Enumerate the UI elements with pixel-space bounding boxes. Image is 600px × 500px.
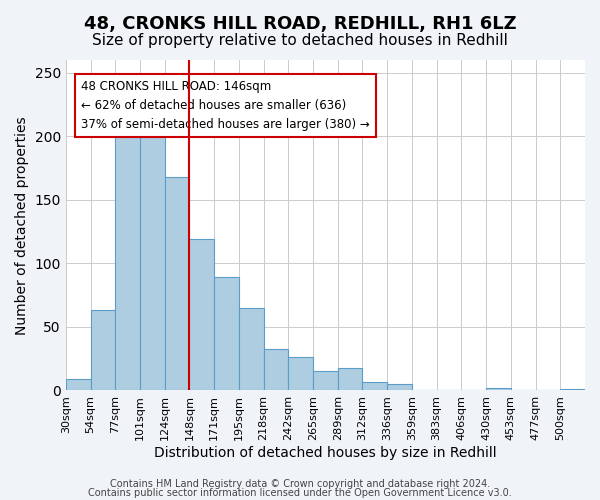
- Bar: [263, 348, 289, 391]
- X-axis label: Distribution of detached houses by size in Redhill: Distribution of detached houses by size …: [154, 446, 497, 460]
- Bar: [362, 382, 387, 390]
- Bar: [214, 278, 239, 390]
- Bar: [115, 130, 140, 390]
- Text: Contains public sector information licensed under the Open Government Licence v3: Contains public sector information licen…: [88, 488, 512, 498]
- Text: 48 CRONKS HILL ROAD: 146sqm
← 62% of detached houses are smaller (636)
37% of se: 48 CRONKS HILL ROAD: 146sqm ← 62% of det…: [82, 80, 370, 131]
- Text: Size of property relative to detached houses in Redhill: Size of property relative to detached ho…: [92, 32, 508, 48]
- Bar: [338, 368, 362, 390]
- Text: Contains HM Land Registry data © Crown copyright and database right 2024.: Contains HM Land Registry data © Crown c…: [110, 479, 490, 489]
- Text: 48, CRONKS HILL ROAD, REDHILL, RH1 6LZ: 48, CRONKS HILL ROAD, REDHILL, RH1 6LZ: [84, 15, 516, 33]
- Bar: [560, 389, 585, 390]
- Bar: [486, 388, 511, 390]
- Bar: [289, 358, 313, 390]
- Bar: [164, 177, 190, 390]
- Bar: [239, 308, 263, 390]
- Bar: [387, 384, 412, 390]
- Bar: [140, 124, 164, 390]
- Bar: [190, 239, 214, 390]
- Y-axis label: Number of detached properties: Number of detached properties: [15, 116, 29, 334]
- Bar: [91, 310, 115, 390]
- Bar: [66, 379, 91, 390]
- Bar: [313, 372, 338, 390]
